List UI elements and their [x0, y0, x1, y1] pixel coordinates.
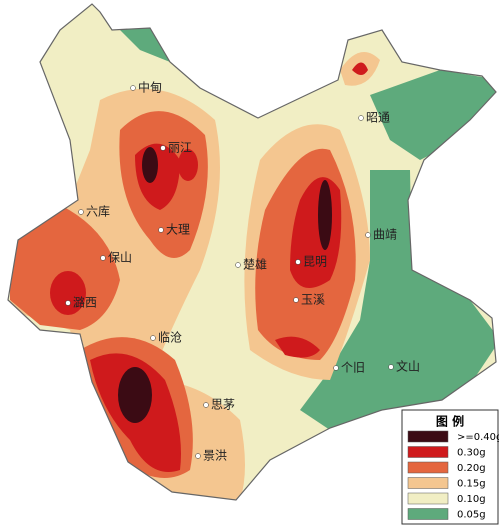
city-dot [358, 115, 364, 121]
city-dot [78, 209, 84, 215]
city-label: 保山 [108, 251, 132, 265]
city-label: 文山 [396, 359, 420, 374]
city-dot [388, 364, 394, 370]
city-dot [65, 300, 71, 306]
city-label: 昆明 [303, 255, 327, 269]
city-label: 大理 [166, 223, 190, 237]
zone-020 [10, 205, 120, 330]
legend-label: 0.05g [457, 510, 486, 521]
zone-030 [50, 271, 86, 315]
city-label: 昭通 [366, 111, 390, 125]
city-dot [158, 227, 164, 233]
zone-030 [352, 62, 368, 75]
city-dot [365, 232, 371, 238]
city-label: 中甸 [138, 80, 162, 95]
city-label: 景洪 [203, 449, 227, 463]
legend-swatch [407, 508, 449, 520]
zone-005 [370, 70, 496, 160]
zone-040 [118, 367, 152, 423]
city-dot [203, 402, 209, 408]
province-border [7, 3, 497, 501]
city-dot [293, 297, 299, 303]
city-dot [195, 453, 201, 459]
zone-005 [300, 170, 496, 430]
city-dot [160, 145, 166, 151]
city-label: 潞西 [73, 295, 97, 310]
zone-040 [142, 147, 158, 183]
legend: >=0.40g 0.30g 0.20g 0.15g 0.10g 0.05g [407, 430, 499, 521]
legend-swatch [407, 492, 449, 505]
city-label: 丽江 [168, 141, 192, 155]
city-dot [295, 259, 301, 265]
legend-label: 0.30g [457, 448, 486, 459]
legend-swatch [407, 446, 449, 458]
city-dot [235, 262, 241, 268]
legend-label: >=0.40g [457, 432, 499, 443]
legend-swatch [407, 430, 449, 443]
legend-swatch [407, 477, 449, 489]
legend-swatch [407, 461, 449, 474]
city-label: 玉溪 [301, 293, 325, 307]
city-label: 思茅 [211, 398, 235, 412]
zone-040 [318, 180, 332, 250]
city-dot [150, 335, 156, 341]
city-dot [333, 365, 339, 371]
city-label: 临沧 [158, 330, 182, 345]
legend-label: 0.15g [457, 479, 486, 490]
zone-030 [178, 149, 198, 181]
city-label: 曲靖 [373, 228, 397, 242]
legend-label: 0.10g [457, 494, 486, 505]
city-label: 个旧 [341, 361, 365, 375]
zone-030 [275, 336, 320, 358]
city-dot [100, 255, 106, 261]
legend-title: 图 例 [436, 414, 464, 429]
legend-label: 0.20g [457, 463, 486, 474]
city-label: 楚雄 [243, 257, 267, 272]
city-dot [130, 85, 136, 91]
city-label: 六库 [86, 204, 110, 219]
